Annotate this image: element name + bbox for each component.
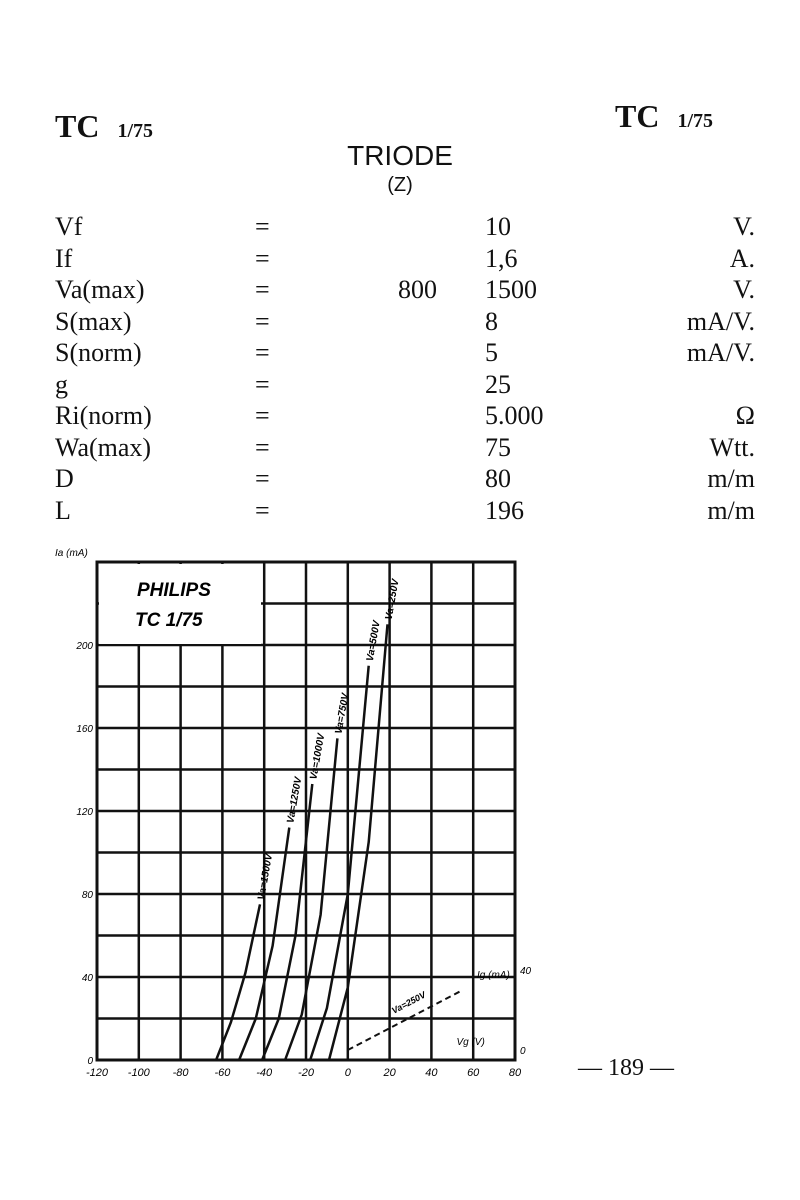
x-tick-label: -100: [128, 1067, 151, 1079]
spec-equals: =: [255, 243, 270, 273]
plot-frame: [95, 560, 517, 1062]
x-tick-label: 60: [467, 1067, 480, 1079]
y-tick-label: 120: [76, 807, 93, 818]
x-axis-label: Vg (V): [456, 1037, 484, 1048]
spec-equals: =: [255, 495, 270, 525]
spec-value-alt: 800: [398, 275, 437, 304]
spec-unit: A.: [729, 243, 755, 273]
y-tick-label: 160: [76, 724, 93, 735]
spec-equals: =: [255, 369, 270, 399]
x-tick-label: 0: [345, 1067, 352, 1079]
spec-label: L: [55, 495, 71, 525]
brand-name: PHILIPS: [137, 580, 211, 601]
characteristic-chart: PHILIPS TC 1/75 -120 -100 -80 -60 -40 -20 0 20 40 6…: [55, 548, 532, 1079]
tube-code: TC: [615, 98, 660, 134]
spec-value: 10: [485, 212, 511, 241]
y-tick-label: 80: [82, 890, 94, 901]
spec-row: Vf = 10 V.: [55, 212, 755, 244]
y-tick-label: 200: [75, 641, 93, 652]
y2-axis-label: Ig (mA): [477, 970, 510, 981]
spec-label: Ri(norm): [55, 401, 152, 430]
spec-label: Vf: [55, 212, 83, 241]
tube-code: TC: [55, 108, 100, 144]
spec-row: Ri(norm) = 5.000 Ω: [55, 401, 755, 433]
spec-row: g = 25: [55, 370, 755, 402]
spec-label: g: [55, 369, 68, 399]
series-label-5: Va=250V: [384, 577, 402, 621]
spec-unit: m/m: [707, 464, 755, 493]
series-label-2: Va=1000V: [308, 731, 327, 780]
y2-tick-label: 40: [520, 966, 532, 977]
x-tick-label: -20: [298, 1067, 315, 1079]
page-title: TRIODE: [347, 140, 453, 171]
spec-equals: =: [255, 338, 270, 367]
spec-row: L = 196 m/m: [55, 496, 755, 528]
series-curve-5: [327, 624, 389, 1061]
spec-label: Wa(max): [55, 432, 152, 462]
x-tick-label: -40: [256, 1067, 273, 1079]
spec-equals: =: [255, 432, 270, 462]
spec-unit: V.: [733, 275, 755, 304]
spec-equals: =: [255, 401, 270, 430]
page-subtitle: (Z): [387, 174, 413, 196]
x-tick-label: 80: [509, 1067, 522, 1079]
spec-label: If: [55, 243, 73, 273]
series-curve-3: [283, 738, 339, 1061]
series-label-4: Va=500V: [365, 619, 383, 663]
spec-row: If = 1,6 A.: [55, 244, 755, 276]
grid-current-curve: [347, 989, 464, 1051]
spec-label: D: [55, 464, 74, 493]
spec-row: S(norm) = 5 mA/V.: [55, 338, 755, 370]
y2-tick-label: 0: [520, 1046, 526, 1057]
page-number: — 189 —: [578, 1055, 674, 1081]
spec-equals: =: [255, 464, 270, 493]
series-curve-2: [260, 783, 314, 1061]
spec-value: 196: [485, 495, 524, 525]
x-tick-label: -80: [173, 1067, 190, 1079]
x-tick-label: -60: [214, 1067, 231, 1079]
spec-row: Wa(max) = 75 Wtt.: [55, 433, 755, 465]
spec-unit: Wtt.: [709, 432, 756, 462]
spec-unit: V.: [733, 212, 755, 241]
spec-value: 75: [485, 432, 511, 462]
series-curve-1: [237, 827, 291, 1061]
y-tick-label: 0: [87, 1056, 93, 1067]
spec-equals: =: [255, 212, 270, 241]
spec-row: D = 80 m/m: [55, 464, 755, 496]
spec-value: 5: [485, 338, 498, 367]
spec-row: S(max) = 8 mA/V.: [55, 307, 755, 339]
header-right: TC 1/75: [615, 98, 713, 135]
spec-equals: =: [255, 306, 270, 336]
spec-value: 1500: [485, 275, 537, 304]
series-curve-4: [309, 665, 370, 1061]
spec-unit: Ω: [735, 401, 755, 430]
brand-box: [99, 564, 261, 644]
spec-label: S(max): [55, 306, 132, 336]
y-tick-label: 40: [82, 973, 94, 984]
series-label-1: Va=1250V: [285, 775, 304, 824]
tube-number: 1/75: [677, 110, 714, 132]
spec-row: Va(max) = 1500 800 V.: [55, 275, 755, 307]
spec-value: 25: [485, 369, 511, 399]
series-curve-0: [214, 904, 262, 1061]
spec-label: S(norm): [55, 338, 142, 367]
brand-type: TC 1/75: [135, 610, 203, 631]
spec-unit: m/m: [707, 495, 755, 525]
spec-value: 1,6: [485, 243, 518, 273]
spec-value: 5.000: [485, 401, 544, 430]
spec-equals: =: [255, 275, 270, 304]
spec-label: Va(max): [55, 275, 145, 304]
spec-value: 8: [485, 306, 498, 336]
spec-value: 80: [485, 464, 511, 493]
header-left: TC 1/75: [55, 108, 153, 145]
tube-number: 1/75: [117, 120, 154, 142]
y-axis-label: Ia (mA): [55, 548, 88, 559]
x-tick-label: 40: [425, 1067, 438, 1079]
x-tick-label: 20: [382, 1067, 396, 1079]
x-tick-label: -120: [86, 1067, 109, 1079]
spec-unit: mA/V.: [686, 338, 755, 367]
spec-unit: mA/V.: [686, 306, 755, 336]
